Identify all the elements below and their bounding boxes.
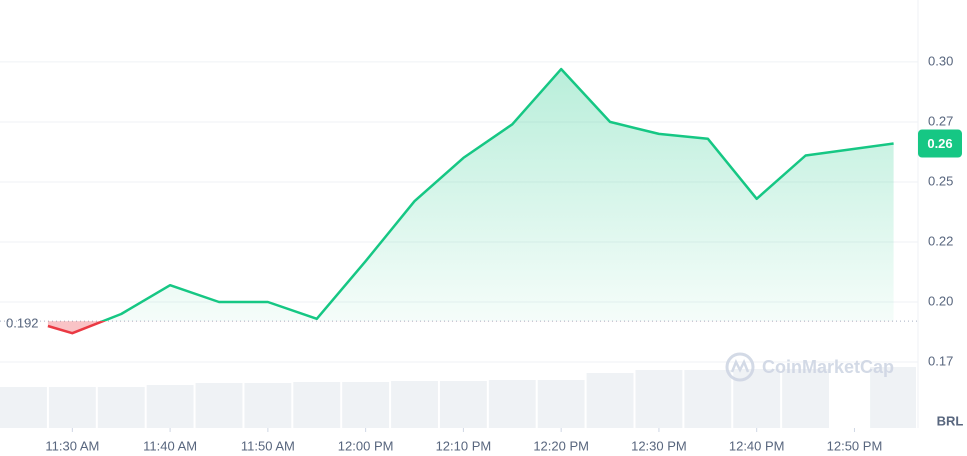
x-tick-label: 12:10 PM [436,438,492,453]
y-tick-label: 0.17 [928,353,953,368]
baseline-label: 0.192 [6,316,39,331]
area-down [47,321,103,334]
volume-bar [488,380,536,428]
price-badge [918,129,962,158]
x-tick-label: 12:00 PM [338,438,394,453]
y-tick-label: 0.27 [928,113,953,128]
volume-bar [48,387,96,428]
price-badge-label: 0.26 [927,136,952,151]
y-tick-label: 0.30 [928,53,953,68]
x-tick-label: 11:50 AM [241,438,295,453]
currency-label: BRL [937,413,964,428]
x-tick-label: 12:20 PM [533,438,589,453]
volume-bars [0,367,916,428]
volume-bar [684,370,732,428]
watermark-text: CoinMarketCap [762,357,894,377]
watermark: CoinMarketCap [725,352,894,382]
volume-bar [293,382,341,428]
volume-bar [244,383,292,428]
volume-bar [0,387,47,428]
volume-bar [195,383,243,428]
volume-bar [537,380,585,428]
volume-bar [439,381,487,428]
volume-bar [97,387,145,428]
volume-bar [391,381,438,428]
x-tick-label: 12:40 PM [729,438,785,453]
x-tick-label: 12:30 PM [631,438,687,453]
volume-bar [870,367,916,428]
y-tick-label: 0.20 [928,293,953,308]
x-tick-label: 12:50 PM [827,438,883,453]
y-tick-label: 0.22 [928,233,953,248]
price-line-up [99,67,894,322]
volume-bar [586,373,634,428]
area-up [47,69,894,322]
volume-bar [782,369,830,428]
x-tick-label: 11:30 AM [45,438,99,453]
volume-bar [342,382,390,428]
volume-bar [635,370,683,428]
volume-bar [733,369,781,428]
plot: 0.192 [0,67,918,335]
volume-bar [146,385,194,428]
x-tick-label: 11:40 AM [143,438,197,453]
y-tick-label: 0.25 [928,173,953,188]
